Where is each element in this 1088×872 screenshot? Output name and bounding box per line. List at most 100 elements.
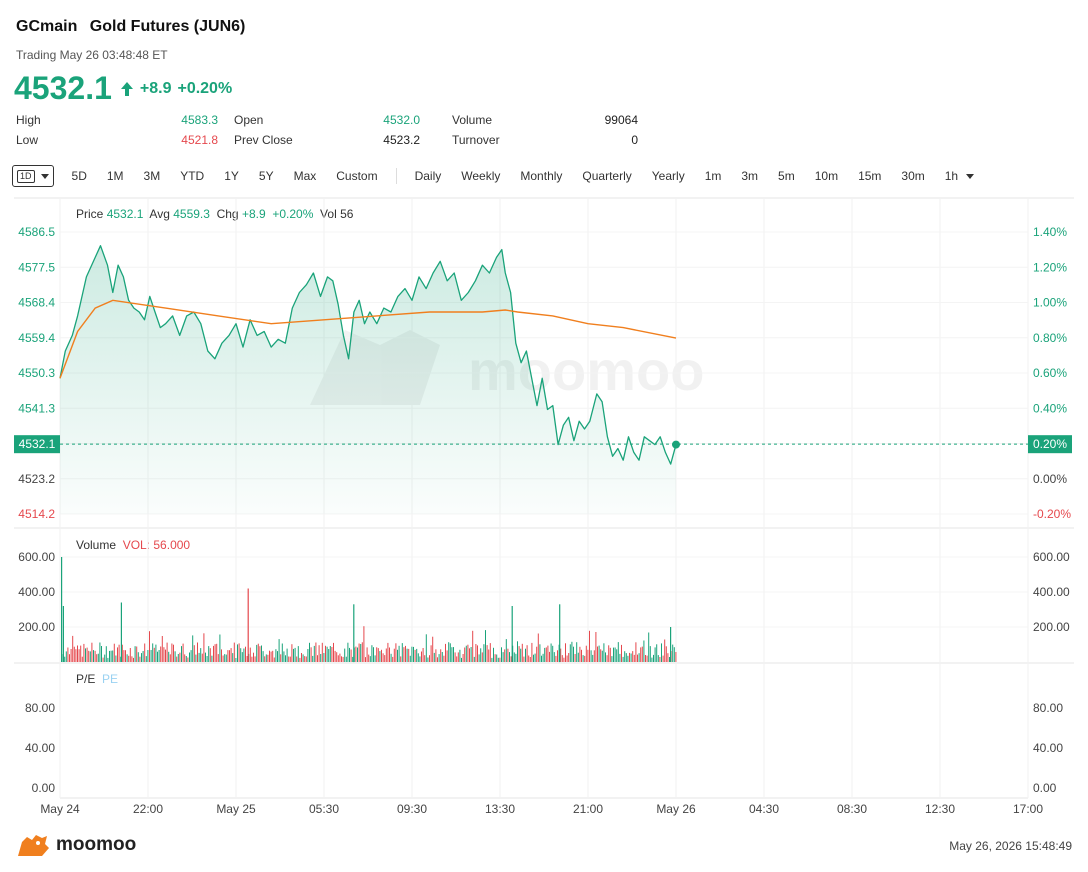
volume-bar	[624, 651, 626, 662]
volume-bar	[253, 652, 254, 662]
price-chart[interactable]: moomoo May 24 22:00 May 25 05:30 09:30 13:30 2…	[0, 0, 1088, 830]
volume-bar	[205, 652, 206, 662]
volume-bar	[81, 656, 83, 662]
vol-tick-label-right: 600.00	[1033, 550, 1070, 564]
volume-bar	[112, 650, 114, 662]
volume-bar	[117, 647, 118, 662]
volume-bar	[453, 647, 454, 662]
tab-15min[interactable]: 15m	[858, 169, 882, 183]
volume-bar	[433, 652, 435, 662]
volume-bar	[99, 642, 101, 662]
moomoo-logo-icon	[18, 835, 49, 856]
tab-max[interactable]: Max	[293, 169, 317, 183]
volume-bar	[590, 650, 592, 662]
tab-weekly[interactable]: Weekly	[461, 169, 501, 183]
volume-bar	[523, 656, 525, 662]
low-label: Low	[16, 133, 39, 147]
tab-1h[interactable]: 1h	[935, 169, 984, 183]
volume-spike	[559, 604, 561, 663]
tab-3min[interactable]: 3m	[741, 169, 759, 183]
tab-yearly[interactable]: Yearly	[651, 169, 685, 183]
volume-bar	[291, 644, 293, 662]
volume-bar	[333, 642, 334, 662]
volume-bar	[182, 643, 184, 662]
pe-tick-label: 0.00	[32, 781, 56, 795]
volume-bar	[206, 656, 208, 662]
volume-bar	[238, 643, 240, 662]
volume-bar	[417, 653, 419, 662]
volume-bar	[440, 649, 442, 662]
volume-bar	[409, 655, 411, 662]
turnover-value: 0	[631, 133, 638, 147]
volume-bar	[110, 650, 112, 662]
tab-5y[interactable]: 5Y	[258, 169, 274, 183]
volume-bar	[240, 648, 242, 662]
price-area	[60, 245, 676, 514]
volume-bar	[637, 654, 638, 662]
tab-daily[interactable]: Daily	[414, 169, 442, 183]
tab-monthly[interactable]: Monthly	[520, 169, 563, 183]
tab-1m[interactable]: 1M	[106, 169, 124, 183]
price-legend: Price 4532.1 Avg 4559.3 Chg +8.9 +0.20% …	[76, 207, 353, 221]
volume-bar	[491, 657, 493, 662]
volume-bar	[545, 647, 547, 662]
volume-bar	[377, 648, 379, 662]
symbol: GCmain	[16, 18, 78, 35]
tab-30min[interactable]: 30m	[901, 169, 925, 183]
volume-bar	[584, 655, 586, 662]
volume-bar	[376, 647, 378, 662]
volume-bar	[360, 644, 362, 662]
pe-tick-label-right: 80.00	[1033, 701, 1063, 715]
tab-10min[interactable]: 10m	[814, 169, 839, 183]
volume-bar	[408, 648, 410, 662]
tab-ytd[interactable]: YTD	[180, 169, 205, 183]
volume-bar	[550, 643, 552, 662]
volume-bar	[150, 650, 152, 662]
volume-bar	[547, 645, 549, 662]
volume-bar	[368, 654, 370, 662]
volume-bar	[541, 655, 542, 662]
tab-1y[interactable]: 1Y	[224, 169, 239, 183]
price-tick-label: 4550.3	[18, 366, 55, 380]
volume-bar	[237, 644, 238, 662]
volume-bar	[435, 649, 437, 662]
volume-bar	[424, 655, 426, 662]
tab-quarterly[interactable]: Quarterly	[582, 169, 632, 183]
tab-custom[interactable]: Custom	[336, 169, 378, 183]
volume-bar	[427, 657, 429, 662]
volume-bar	[645, 655, 646, 662]
prev-close-label: Prev Close	[234, 133, 293, 147]
volume-bar	[352, 656, 354, 662]
volume-bar	[293, 648, 294, 662]
volume-value: 99064	[604, 113, 638, 127]
volume-bar	[654, 647, 656, 662]
tab-5d[interactable]: 5D	[71, 169, 87, 183]
tab-3m[interactable]: 3M	[143, 169, 161, 183]
period-dropdown[interactable]: 1D	[12, 165, 54, 187]
tab-1min[interactable]: 1m	[704, 169, 722, 183]
volume-bar	[616, 649, 618, 662]
volume-bar	[577, 652, 579, 662]
volume-bar	[485, 630, 486, 662]
volume-bar	[606, 655, 608, 662]
legend-avg: 4559.3	[173, 207, 210, 221]
volume-bar	[659, 657, 661, 662]
turnover-label: Turnover	[452, 133, 500, 147]
volume-bar	[350, 649, 352, 662]
volume-bar	[97, 653, 99, 662]
volume-bar	[662, 655, 664, 662]
avg-line	[59, 299, 677, 379]
volume-bar	[425, 634, 427, 662]
volume-bar	[473, 656, 475, 662]
volume-bar	[675, 652, 677, 662]
volume-bar	[504, 649, 506, 662]
volume-spike	[247, 588, 249, 662]
tab-5min[interactable]: 5m	[778, 169, 795, 183]
volume-bar	[374, 655, 376, 662]
volume-bar	[520, 648, 522, 662]
selected-period: 1D	[17, 169, 35, 183]
volume-bar	[203, 633, 205, 662]
vol-tick-label: 400.00	[18, 585, 55, 599]
volume-spike	[61, 557, 63, 662]
volume-bar	[123, 650, 125, 662]
